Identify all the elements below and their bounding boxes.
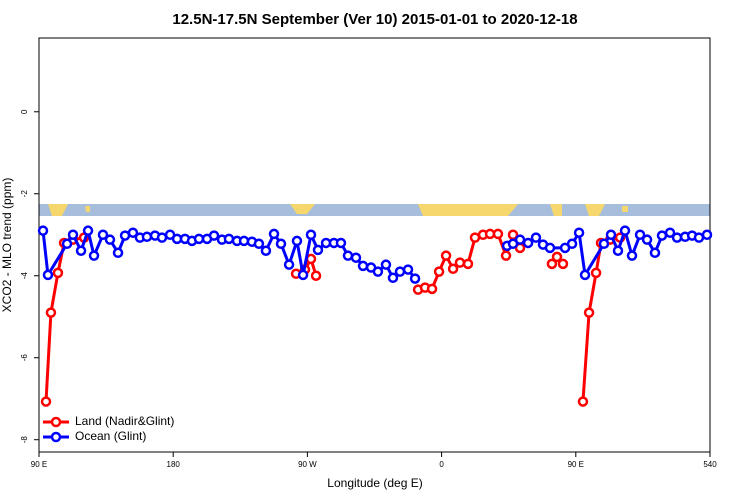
data-point [626,250,638,261]
x-tick-label: 90 W [298,460,317,469]
legend-label: Land (Nadir&Glint) [75,414,174,428]
series-line [581,236,621,402]
data-point [693,232,705,243]
data-point [297,269,309,281]
data-point [268,228,280,240]
x-tick-label: 90 E [31,460,47,469]
legend-marker [50,431,62,443]
data-point [312,244,324,256]
data-point [551,251,563,263]
data-point [492,228,504,240]
data-point [402,264,414,275]
data-point [45,307,57,318]
data-point [612,245,624,256]
data-point [61,238,73,250]
data-point [387,272,399,284]
data-point [97,229,109,241]
plot-frame [38,37,711,453]
y-tick-label: -4 [20,272,29,280]
chart-title: 12.5N-17.5N September (Ver 10) 2015-01-0… [172,11,577,28]
data-point [454,257,466,268]
data-point [447,263,459,275]
data-point [357,260,369,272]
data-point [82,225,94,236]
data-point [573,227,585,238]
data-point [156,232,168,243]
data-point [223,233,235,245]
y-tick-label: 0 [20,109,29,114]
data-point [275,238,287,250]
data-point [577,396,589,407]
data-point [469,232,481,243]
data-point [291,235,303,247]
x-tick-label: 180 [167,460,181,469]
data-point [634,229,646,241]
y-axis-label: XCO2 - MLO trend (ppm) [0,178,14,313]
x-axis-label: Longitude (deg E) [327,476,422,490]
data-point [664,227,676,238]
data-point [546,258,558,270]
data-point [598,238,610,250]
data-point [283,259,295,270]
data-point [671,232,683,243]
data-point [37,225,49,236]
data-point [305,229,317,241]
data-point [605,229,617,241]
data-point [260,245,272,256]
data-point [579,269,591,281]
data-point [426,283,438,295]
data-point [335,237,347,249]
data-point [193,233,205,245]
x-tick-label: 0 [439,460,444,469]
data-point [310,270,322,281]
data-point [462,258,474,270]
data-point [409,273,421,284]
x-tick-label: 90 E [568,460,584,469]
data-point [141,231,153,243]
y-tick-label: -8 [20,436,29,444]
data-point [394,266,406,277]
data-point [590,267,602,279]
x-tick-label: 540 [703,460,717,469]
data-point [641,234,653,245]
legend-marker [50,416,62,428]
data-point [75,245,87,256]
data-point [104,234,116,245]
data-point [208,230,220,241]
data-point [701,229,713,241]
data-point [433,266,445,277]
data-point [619,225,631,236]
data-point [127,227,139,238]
data-point [544,242,556,254]
data-point [522,237,534,249]
data-point [566,238,578,250]
legend-label: Ocean (Glint) [75,429,146,443]
data-point [88,250,100,261]
data-point [440,250,452,261]
data-point [514,234,526,245]
data-point [52,267,64,279]
map-strip [39,204,710,216]
data-point [649,247,661,259]
data-point [342,250,354,261]
data-point [656,230,668,241]
data-point [583,307,595,318]
data-point [253,238,265,250]
data-point [67,229,79,241]
y-tick-label: -2 [20,190,29,198]
data-point [42,269,54,281]
series-line [44,236,85,402]
data-point [372,266,384,277]
data-point [530,232,542,243]
data-point [350,252,362,263]
y-tick-label: -6 [20,354,29,362]
data-point [557,258,569,270]
data-point [500,250,512,261]
data-point [40,396,52,407]
data-point [380,259,392,270]
data-point [112,247,124,259]
